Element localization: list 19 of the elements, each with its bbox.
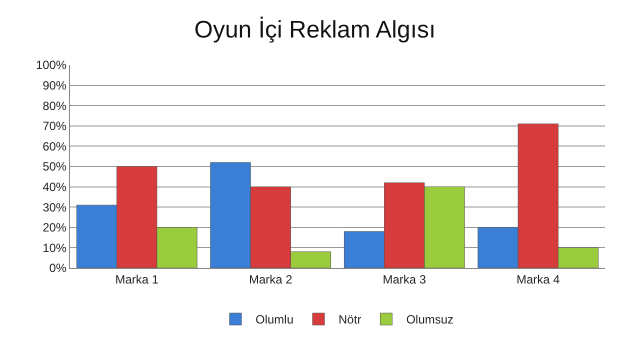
legend-label: Olumsuz [406, 312, 454, 327]
y-tick-label: 50% [42, 160, 67, 174]
legend-label: Olumlu [256, 312, 294, 327]
x-tick-label: Marka 4 [516, 272, 560, 286]
y-tick-label: 90% [42, 78, 67, 92]
y-tick-label: 100% [36, 58, 67, 72]
x-tick-label: Marka 1 [115, 272, 159, 286]
legend-label: Nötr [338, 312, 362, 327]
y-tick-label: 60% [42, 139, 67, 154]
y-tick-label: 40% [42, 180, 67, 194]
y-tick-label: 10% [42, 240, 67, 255]
y-tick-label: 20% [42, 220, 67, 235]
y-tick-label: 70% [42, 119, 67, 134]
x-tick-label: Marka 3 [382, 272, 426, 286]
x-tick-label: Marka 2 [248, 272, 293, 286]
y-tick-label: 30% [42, 200, 67, 214]
chart-title: Oyun İçi Reklam Algısı [194, 16, 436, 44]
y-tick-label: 0% [49, 261, 67, 276]
y-tick-label: 80% [42, 98, 67, 113]
